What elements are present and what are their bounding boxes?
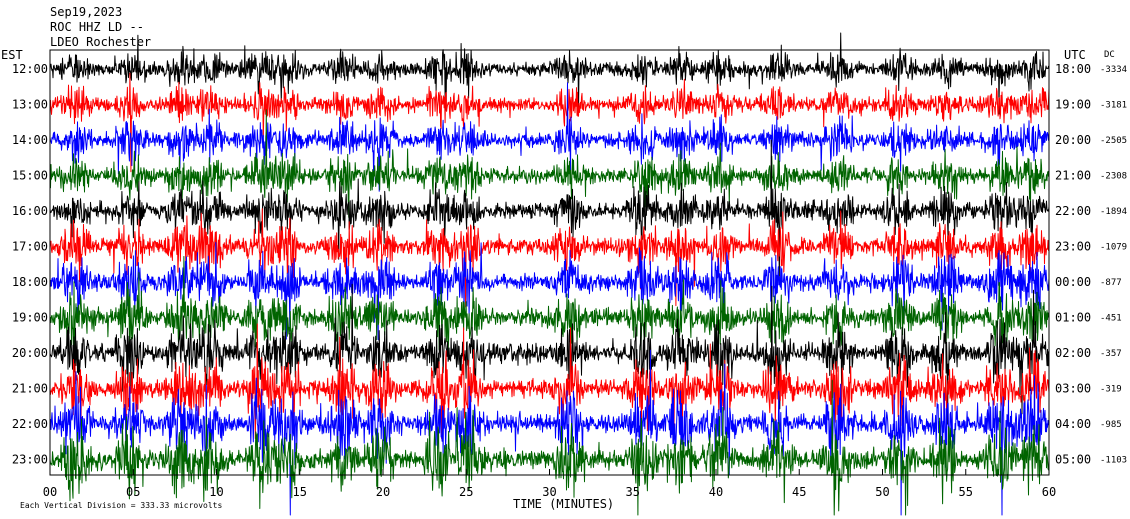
est-time-label: 23:00: [12, 453, 48, 467]
chart-title-line-1: Sep19,2023: [50, 5, 122, 19]
utc-time-label: 00:00: [1055, 275, 1091, 289]
dc-offset-label: -2308: [1100, 172, 1127, 182]
seismic-trace-row: [49, 139, 1050, 284]
seismic-trace-row: [49, 283, 1050, 425]
utc-time-label: 03:00: [1055, 382, 1091, 396]
chart-title-line-3: LDEO Rochester: [50, 35, 151, 49]
dc-label: DC: [1104, 50, 1115, 60]
dc-offset-label: -3334: [1100, 65, 1127, 75]
dc-offset-label: -1103: [1100, 456, 1127, 466]
seismic-trace-row: [49, 72, 1050, 173]
x-tick-label: 25: [459, 485, 473, 499]
dc-offset-label: -319: [1100, 385, 1122, 395]
x-tick-label: 10: [209, 485, 223, 499]
est-time-label: 17:00: [12, 240, 48, 254]
x-tick-label: 15: [293, 485, 307, 499]
row-labels: 12:00 18:00 -3334 13:00 19:00 -3181 14:00 20:00…: [12, 62, 1127, 467]
right-axis-label: UTC: [1064, 48, 1086, 62]
utc-time-label: 21:00: [1055, 169, 1091, 183]
seismic-trace-row: [49, 32, 1050, 115]
dc-offset-label: -357: [1100, 349, 1122, 359]
utc-time-label: 01:00: [1055, 311, 1091, 325]
est-time-label: 18:00: [12, 275, 48, 289]
seismic-trace-row: [49, 208, 1050, 308]
x-tick-label: 55: [959, 485, 973, 499]
est-time-label: 15:00: [12, 169, 48, 183]
x-tick-label: 45: [792, 485, 806, 499]
utc-time-label: 04:00: [1055, 417, 1091, 431]
x-tick-label: 50: [875, 485, 889, 499]
seismic-trace-row: [49, 242, 1050, 341]
dc-offset-label: -1894: [1100, 207, 1127, 217]
dc-offset-label: -985: [1100, 420, 1122, 430]
utc-time-label: 20:00: [1055, 133, 1091, 147]
x-axis-ticks: [49, 469, 1050, 475]
x-tick-label: 40: [709, 485, 723, 499]
x-tick-label: 35: [626, 485, 640, 499]
seismic-trace-row: [49, 82, 1050, 192]
utc-time-label: 18:00: [1055, 62, 1091, 76]
left-axis-label: EST: [1, 48, 23, 62]
seismic-trace-row: [49, 256, 1050, 357]
x-tick-label: 00: [43, 485, 57, 499]
dc-offset-label: -2505: [1100, 136, 1127, 146]
est-time-label: 13:00: [12, 98, 48, 112]
dc-offset-label: -3181: [1100, 101, 1127, 111]
seismic-traces: [49, 32, 1050, 516]
seismic-trace-row: [49, 349, 1050, 516]
est-time-label: 22:00: [12, 417, 48, 431]
seismic-trace-row: [49, 323, 1050, 465]
dc-offset-label: -1079: [1100, 243, 1127, 253]
utc-time-label: 22:00: [1055, 204, 1091, 218]
seismic-trace-row: [49, 109, 1050, 218]
chart-title-line-2: ROC HHZ LD --: [50, 20, 144, 34]
est-time-label: 20:00: [12, 346, 48, 360]
x-tick-label: 20: [376, 485, 390, 499]
est-time-label: 19:00: [12, 311, 48, 325]
est-time-label: 21:00: [12, 382, 48, 396]
est-time-label: 14:00: [12, 133, 48, 147]
dc-offset-label: -451: [1100, 314, 1122, 324]
est-time-label: 12:00: [12, 62, 48, 76]
x-tick-labels: 00 05 10 15 20 25 30 35 40 45 50 55 60: [43, 485, 1056, 499]
x-tick-label: 30: [542, 485, 556, 499]
x-tick-label: 60: [1042, 485, 1056, 499]
x-axis-label: TIME (MINUTES): [513, 497, 614, 511]
dc-offset-label: -877: [1100, 278, 1122, 288]
utc-time-label: 19:00: [1055, 98, 1091, 112]
seismic-trace-row: [49, 379, 1050, 516]
x-tick-label: 05: [126, 485, 140, 499]
utc-time-label: 23:00: [1055, 240, 1091, 254]
utc-time-label: 05:00: [1055, 453, 1091, 467]
scale-footer: Each Vertical Division = 333.33 microvol…: [20, 501, 222, 510]
est-time-label: 16:00: [12, 204, 48, 218]
utc-time-label: 02:00: [1055, 346, 1091, 360]
